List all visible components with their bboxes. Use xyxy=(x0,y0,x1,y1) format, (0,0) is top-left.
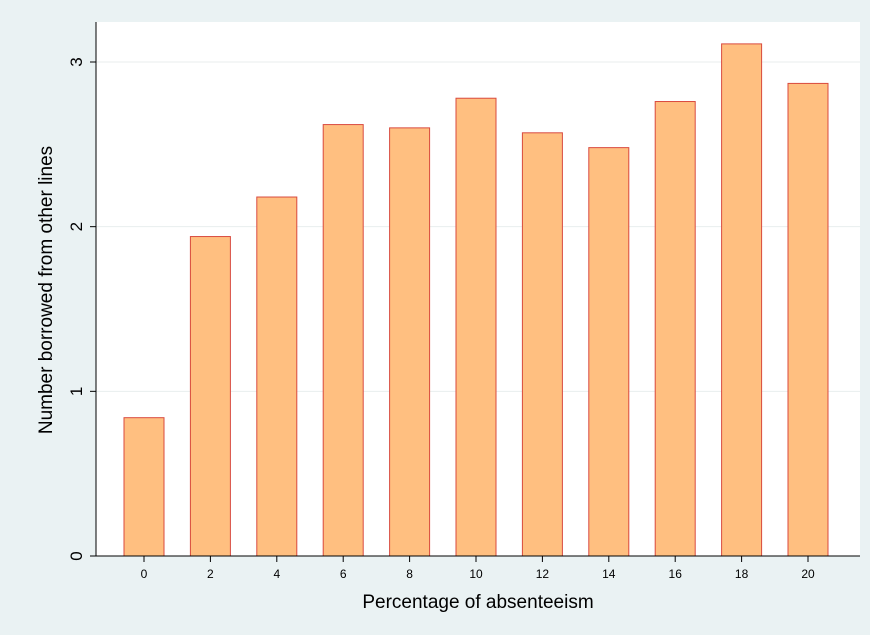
bar-0 xyxy=(123,417,165,557)
bar-12 xyxy=(521,132,563,557)
x-tick-labels: 0 2 4 6 8 10 12 14 16 18 20 xyxy=(141,567,815,581)
bar-14 xyxy=(588,147,630,557)
bar-20 xyxy=(787,82,829,557)
bar-10 xyxy=(455,97,497,557)
x-tick-label-4: 4 xyxy=(273,567,280,581)
y-tick-labels: 0 1 2 3 xyxy=(67,57,86,560)
x-axis-title: Percentage of absenteeism xyxy=(362,592,593,613)
x-tick-label-18: 18 xyxy=(735,567,749,581)
y-tick-label-0: 0 xyxy=(67,551,86,560)
y-tick-label-2: 2 xyxy=(67,222,86,231)
axes xyxy=(90,22,860,562)
bar-16 xyxy=(654,101,696,557)
bar-18 xyxy=(721,43,763,557)
y-tick-label-3: 3 xyxy=(67,57,86,66)
x-tick-label-0: 0 xyxy=(141,567,148,581)
x-tick-label-6: 6 xyxy=(340,567,347,581)
x-tick-label-8: 8 xyxy=(406,567,413,581)
y-tick-label-1: 1 xyxy=(67,387,86,396)
x-tick-label-10: 10 xyxy=(469,567,483,581)
bar-6 xyxy=(322,124,364,557)
x-tick-label-12: 12 xyxy=(536,567,550,581)
x-tick-label-14: 14 xyxy=(602,567,616,581)
x-tick-label-2: 2 xyxy=(207,567,214,581)
bars xyxy=(123,43,829,557)
bar-2 xyxy=(189,236,231,557)
bar-4 xyxy=(256,196,298,557)
x-tick-label-16: 16 xyxy=(669,567,683,581)
x-tick-label-20: 20 xyxy=(801,567,815,581)
y-axis-title: Number borrowed from other lines xyxy=(36,146,57,434)
bar-8 xyxy=(389,127,431,557)
